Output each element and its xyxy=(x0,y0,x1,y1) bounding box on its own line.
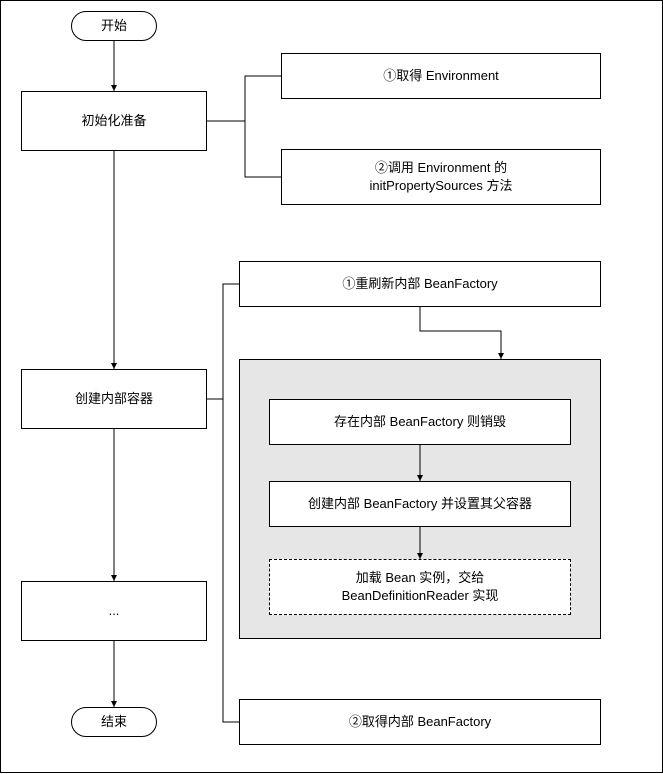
env2-node: ②调用 Environment 的 initPropertySources 方法 xyxy=(281,149,601,205)
env2-label: ②调用 Environment 的 initPropertySources 方法 xyxy=(369,159,512,195)
env1-node: ①取得 Environment xyxy=(281,53,601,99)
createbf-label: 创建内部 BeanFactory 并设置其父容器 xyxy=(308,495,532,513)
start-label: 开始 xyxy=(101,17,127,35)
refresh-node: ①重刷新内部 BeanFactory xyxy=(239,261,601,307)
start-node: 开始 xyxy=(71,11,157,41)
loadbean-label: 加载 Bean 实例，交给 BeanDefinitionReader 实现 xyxy=(342,569,499,605)
more-label: ... xyxy=(109,602,120,620)
loadbean-node: 加载 Bean 实例，交给 BeanDefinitionReader 实现 xyxy=(269,559,571,615)
getbf-label: ②取得内部 BeanFactory xyxy=(349,713,491,731)
destroy-label: 存在内部 BeanFactory 则销毁 xyxy=(334,413,506,431)
createbf-node: 创建内部 BeanFactory 并设置其父容器 xyxy=(269,481,571,527)
create-label: 创建内部容器 xyxy=(75,390,153,408)
env1-label: ①取得 Environment xyxy=(383,67,499,85)
destroy-node: 存在内部 BeanFactory 则销毁 xyxy=(269,399,571,445)
getbf-node: ②取得内部 BeanFactory xyxy=(239,699,601,745)
prep-node: 初始化准备 xyxy=(21,91,207,151)
more-node: ... xyxy=(21,581,207,641)
refresh-label: ①重刷新内部 BeanFactory xyxy=(342,275,497,293)
end-node: 结束 xyxy=(71,707,157,737)
flowchart-canvas: 开始 初始化准备 ①取得 Environment ②调用 Environment… xyxy=(0,0,663,773)
end-label: 结束 xyxy=(101,713,127,731)
prep-label: 初始化准备 xyxy=(81,112,146,130)
create-node: 创建内部容器 xyxy=(21,369,207,429)
